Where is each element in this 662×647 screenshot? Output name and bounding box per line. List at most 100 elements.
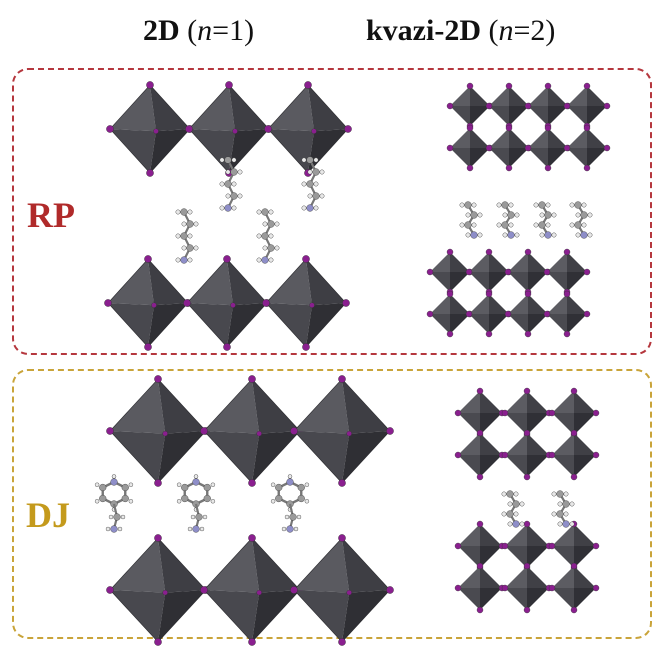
atom [301, 181, 307, 187]
organic-cation [551, 490, 575, 528]
atom [311, 128, 317, 134]
atom [256, 589, 262, 596]
atom [180, 256, 188, 264]
atom [583, 164, 591, 172]
atom [512, 500, 520, 508]
atom [306, 156, 314, 164]
atom [476, 387, 484, 395]
atom [563, 290, 571, 298]
atom [507, 211, 515, 219]
organic-cation [219, 156, 243, 212]
atom [267, 220, 275, 228]
atom [99, 483, 107, 492]
octahedron [264, 81, 352, 177]
atom [200, 586, 208, 594]
atom [470, 231, 478, 239]
atom [199, 526, 205, 532]
atom [485, 102, 493, 110]
organic-cation [270, 474, 310, 533]
atom [344, 125, 352, 133]
octahedron [465, 290, 513, 338]
atom [232, 128, 238, 134]
atom [505, 164, 513, 172]
atom [110, 525, 118, 533]
atom [476, 520, 484, 528]
atom [563, 491, 569, 497]
atom [562, 500, 570, 508]
atom [104, 299, 112, 307]
atom [446, 144, 454, 152]
octahedron [543, 290, 591, 338]
atom [454, 584, 462, 592]
atom [502, 212, 508, 218]
atom [274, 221, 280, 227]
atom [544, 124, 552, 132]
atom [186, 220, 194, 228]
atom [187, 233, 193, 239]
atom [225, 81, 233, 89]
atom [128, 499, 134, 504]
atom [551, 212, 557, 218]
atom [501, 511, 507, 517]
organic-cation [301, 156, 325, 212]
atom [304, 482, 310, 487]
atom [106, 586, 114, 594]
octahedron [548, 429, 600, 481]
atom [562, 520, 570, 528]
atom [505, 82, 513, 90]
atom [512, 520, 520, 528]
atom [181, 494, 189, 503]
atom [121, 483, 129, 492]
atom [583, 124, 591, 132]
atom [574, 221, 582, 229]
atom [117, 526, 123, 532]
atom [569, 521, 575, 527]
atom [302, 343, 310, 351]
atom [267, 244, 275, 252]
atom [99, 494, 107, 503]
atom [219, 205, 225, 211]
atom [225, 169, 231, 175]
atom [94, 482, 100, 487]
atom [477, 212, 483, 218]
atom [151, 302, 157, 308]
atom [501, 201, 509, 209]
atom [523, 387, 531, 395]
atom [580, 211, 588, 219]
atom [539, 232, 545, 238]
octahedron [543, 248, 591, 296]
atom [519, 521, 525, 527]
atom [301, 157, 307, 163]
atom [477, 232, 483, 238]
atom [268, 209, 274, 215]
atom [563, 511, 569, 517]
atom [223, 343, 231, 351]
atom [268, 257, 274, 263]
atom [485, 248, 493, 256]
atom [187, 257, 193, 263]
rp-label: RP [27, 195, 75, 235]
atom [261, 208, 269, 216]
atom [248, 638, 256, 646]
atom [465, 212, 471, 218]
atom [264, 125, 272, 133]
atom [513, 491, 519, 497]
atom [556, 490, 564, 498]
octahedron [106, 375, 210, 487]
atom [181, 483, 189, 492]
organic-cation [256, 208, 280, 264]
atom [570, 606, 578, 614]
atom [513, 511, 519, 517]
atom [476, 606, 484, 614]
atom [338, 479, 346, 487]
atom [203, 494, 211, 503]
atom [231, 205, 237, 211]
atom [570, 387, 578, 395]
octahedron [454, 520, 506, 572]
atom [502, 232, 508, 238]
atom [175, 233, 181, 239]
atom [514, 232, 520, 238]
atom [507, 521, 513, 527]
atom [224, 204, 232, 212]
